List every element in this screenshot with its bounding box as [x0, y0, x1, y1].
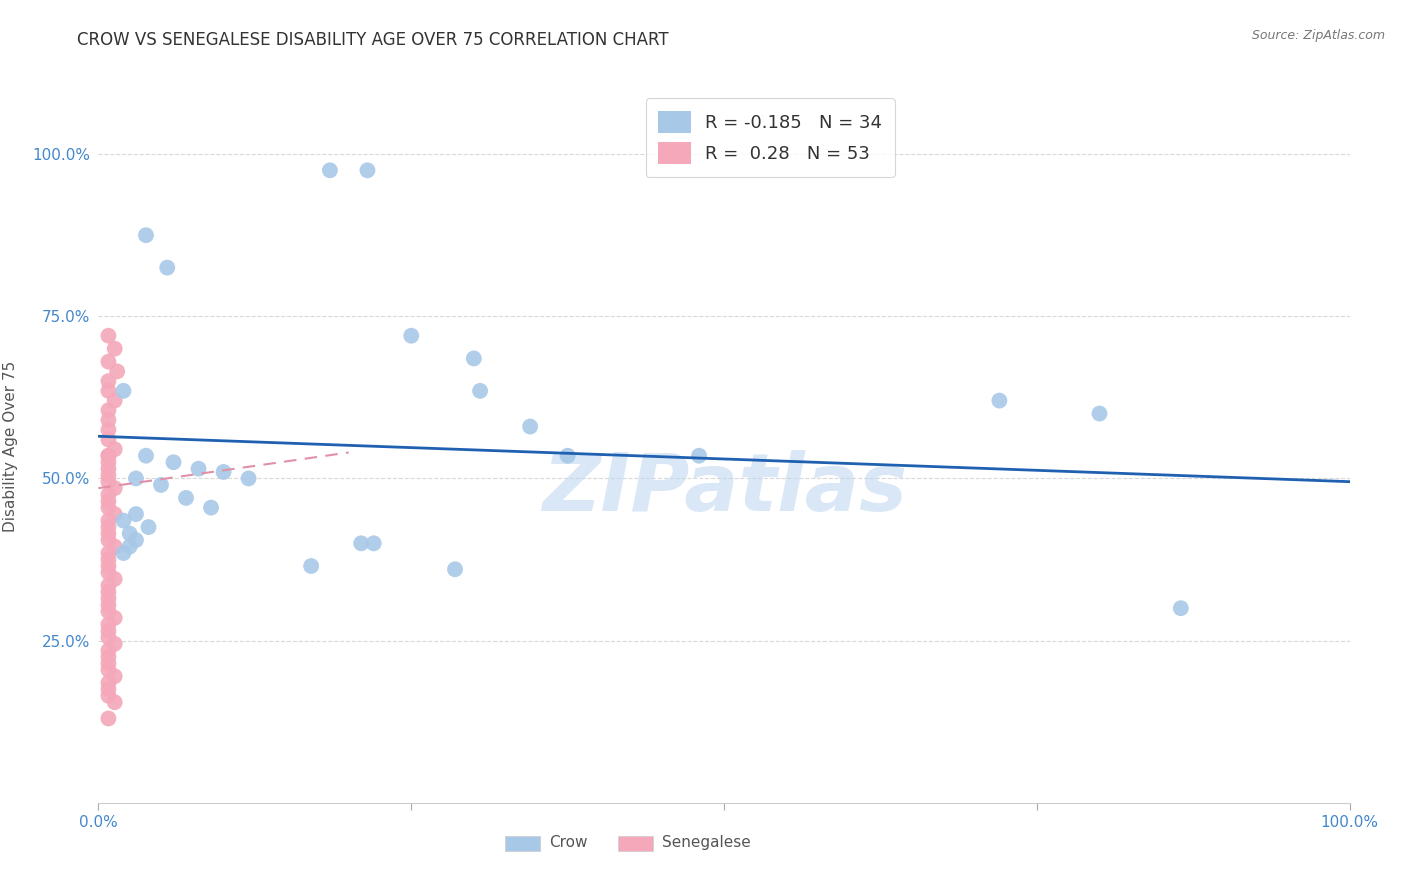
- Point: [97, 552, 120, 566]
- Point: [688, 449, 710, 463]
- Point: [97, 585, 120, 599]
- Point: [104, 442, 127, 457]
- Point: [104, 572, 127, 586]
- Point: [97, 354, 120, 368]
- Point: [97, 566, 120, 580]
- Point: [112, 546, 135, 560]
- Point: [97, 657, 120, 671]
- Text: CROW VS SENEGALESE DISABILITY AGE OVER 75 CORRELATION CHART: CROW VS SENEGALESE DISABILITY AGE OVER 7…: [77, 31, 669, 49]
- Point: [97, 468, 120, 483]
- Point: [463, 351, 485, 366]
- Point: [988, 393, 1011, 408]
- Point: [97, 578, 120, 592]
- Point: [125, 471, 148, 485]
- Point: [97, 598, 120, 612]
- Point: [97, 617, 120, 632]
- Point: [150, 478, 173, 492]
- FancyBboxPatch shape: [617, 836, 652, 851]
- Point: [135, 228, 157, 243]
- Point: [97, 461, 120, 475]
- Point: [97, 488, 120, 502]
- Point: [138, 520, 160, 534]
- Point: [97, 604, 120, 618]
- Point: [118, 526, 141, 541]
- Text: ZIPatlas: ZIPatlas: [541, 450, 907, 528]
- Point: [468, 384, 491, 398]
- Point: [104, 342, 127, 356]
- Point: [299, 559, 322, 574]
- Point: [97, 526, 120, 541]
- Y-axis label: Disability Age Over 75: Disability Age Over 75: [3, 360, 18, 532]
- Point: [118, 540, 141, 554]
- Point: [97, 423, 120, 437]
- Point: [97, 449, 120, 463]
- Point: [97, 403, 120, 417]
- Point: [112, 514, 135, 528]
- Text: Source: ZipAtlas.com: Source: ZipAtlas.com: [1251, 29, 1385, 42]
- Point: [105, 364, 128, 378]
- Point: [356, 163, 378, 178]
- Point: [97, 449, 120, 463]
- Point: [97, 675, 120, 690]
- Point: [97, 520, 120, 534]
- Point: [104, 611, 127, 625]
- Point: [104, 669, 127, 683]
- Point: [97, 689, 120, 703]
- Point: [238, 471, 260, 485]
- Point: [97, 475, 120, 489]
- Text: Senegalese: Senegalese: [661, 835, 751, 850]
- Point: [104, 540, 127, 554]
- Point: [156, 260, 179, 275]
- Point: [97, 682, 120, 697]
- Point: [97, 500, 120, 515]
- Point: [212, 465, 235, 479]
- Point: [112, 384, 135, 398]
- Point: [104, 695, 127, 709]
- Point: [174, 491, 197, 505]
- FancyBboxPatch shape: [505, 836, 540, 851]
- Point: [97, 374, 120, 388]
- Point: [97, 591, 120, 606]
- Point: [97, 546, 120, 560]
- Point: [97, 455, 120, 469]
- Point: [1170, 601, 1192, 615]
- Point: [187, 461, 209, 475]
- Point: [97, 643, 120, 657]
- Point: [200, 500, 222, 515]
- Text: Crow: Crow: [548, 835, 588, 850]
- Point: [319, 163, 342, 178]
- Point: [444, 562, 467, 576]
- Point: [125, 507, 148, 521]
- Point: [97, 649, 120, 664]
- Point: [162, 455, 184, 469]
- Point: [104, 393, 127, 408]
- Point: [104, 507, 127, 521]
- Point: [97, 413, 120, 427]
- Point: [104, 481, 127, 495]
- Point: [97, 514, 120, 528]
- Point: [97, 711, 120, 725]
- Point: [97, 384, 120, 398]
- Point: [97, 631, 120, 645]
- Point: [1088, 407, 1111, 421]
- Point: [363, 536, 385, 550]
- Point: [557, 449, 579, 463]
- Point: [97, 624, 120, 638]
- Point: [125, 533, 148, 547]
- Point: [519, 419, 541, 434]
- Point: [135, 449, 157, 463]
- Point: [97, 559, 120, 574]
- Point: [104, 637, 127, 651]
- Point: [350, 536, 373, 550]
- Point: [97, 494, 120, 508]
- Point: [97, 533, 120, 547]
- Point: [97, 433, 120, 447]
- Point: [97, 663, 120, 677]
- Point: [401, 328, 423, 343]
- Legend: R = -0.185   N = 34, R =  0.28   N = 53: R = -0.185 N = 34, R = 0.28 N = 53: [645, 98, 894, 177]
- Point: [97, 328, 120, 343]
